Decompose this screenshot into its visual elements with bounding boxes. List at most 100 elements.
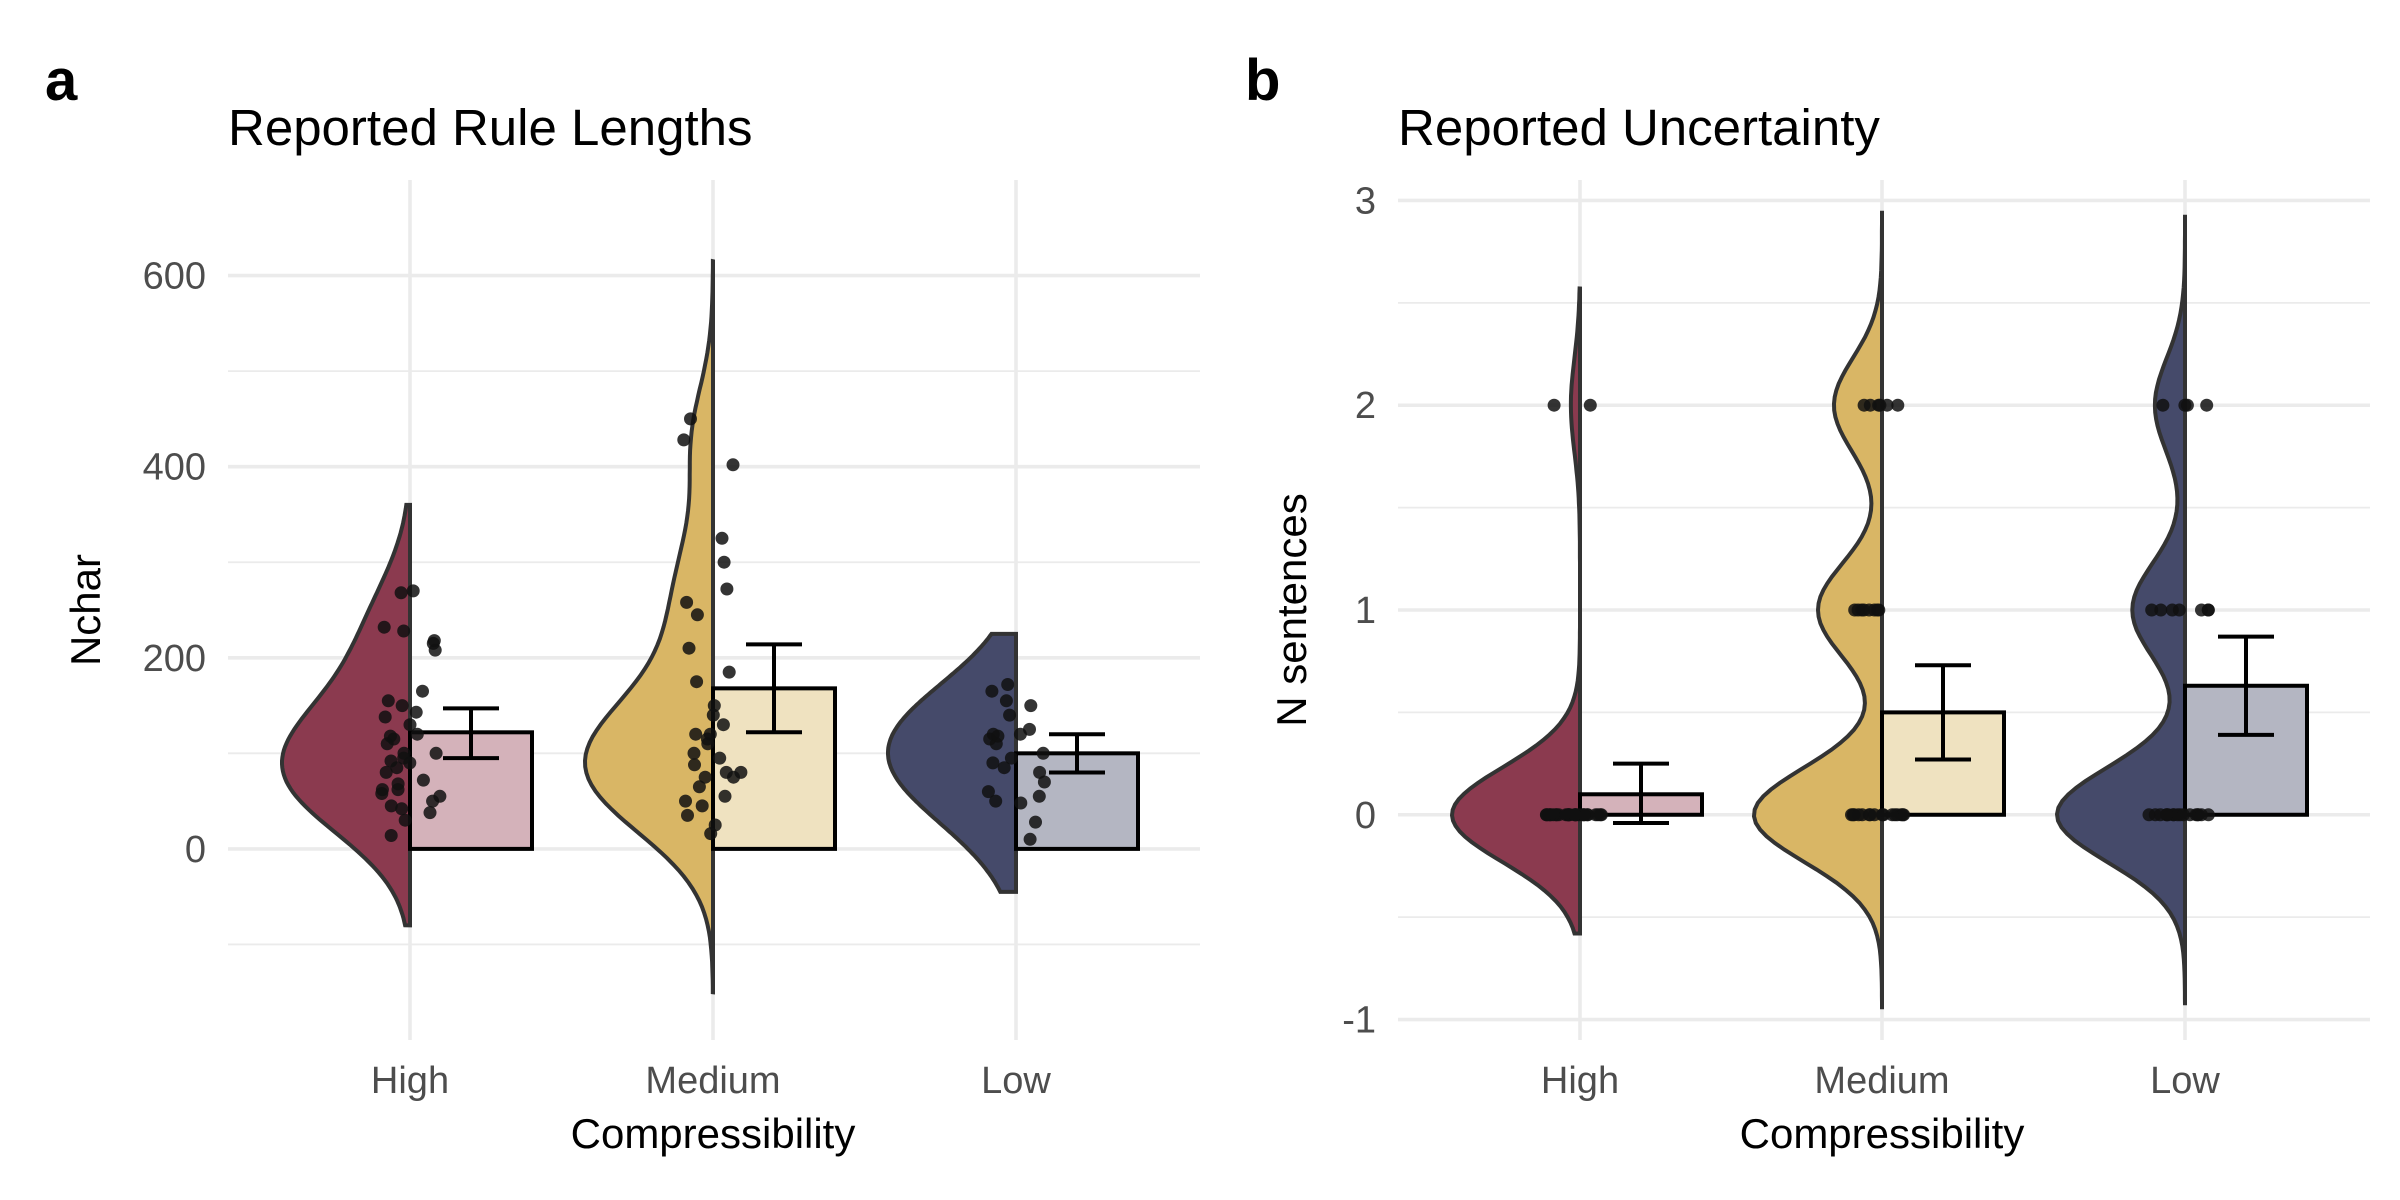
y-tick-label: 0 — [1355, 795, 1376, 837]
data-point — [428, 643, 442, 657]
panel-b: -1 0 1 2 3 High Medium Low Compressibility N sent… — [1245, 48, 2370, 1157]
data-point — [2165, 603, 2179, 617]
data-point — [398, 813, 412, 827]
error-bar-low — [2218, 634, 2274, 737]
data-point — [999, 694, 1013, 708]
data-point — [406, 584, 420, 598]
data-point — [1568, 808, 1582, 822]
x-tick-label: High — [371, 1060, 449, 1102]
data-point — [416, 684, 429, 698]
data-point — [381, 694, 395, 708]
data-point — [700, 732, 714, 746]
data-point — [1851, 603, 1865, 617]
data-point — [679, 794, 692, 808]
data-point — [1863, 808, 1877, 822]
y-axis-title: N sentences — [1268, 493, 1315, 726]
data-point — [1862, 603, 1876, 617]
panel-letter: b — [1245, 48, 1280, 113]
data-point — [985, 684, 999, 698]
data-point — [2145, 603, 2159, 617]
data-point — [715, 531, 729, 545]
x-tick-label: Medium — [1814, 1060, 1949, 1102]
points-low — [2142, 398, 2215, 822]
data-point — [690, 675, 704, 689]
data-point — [377, 620, 391, 634]
data-point — [986, 756, 1000, 770]
data-point — [410, 727, 424, 741]
data-point — [2178, 398, 2192, 412]
error-bar-high — [443, 706, 499, 761]
data-point — [416, 773, 430, 787]
x-tick-label: Low — [981, 1060, 1051, 1102]
points-medium — [1845, 398, 1911, 822]
data-point — [384, 799, 398, 813]
data-point — [690, 608, 704, 622]
data-point — [698, 770, 712, 784]
data-point — [720, 582, 734, 596]
violin-low — [2054, 214, 2187, 1006]
data-point — [1014, 796, 1028, 810]
data-point — [1885, 808, 1899, 822]
data-point — [375, 783, 389, 797]
error-bar-high — [1613, 761, 1669, 825]
data-point — [397, 746, 411, 760]
data-point — [1872, 398, 1886, 412]
data-point — [403, 718, 417, 732]
data-point — [981, 785, 995, 799]
violin-medium — [582, 258, 715, 995]
data-point — [1033, 765, 1047, 779]
data-point — [704, 827, 718, 841]
data-point — [2194, 808, 2208, 822]
y-tick-label: -1 — [1342, 1000, 1376, 1042]
data-point — [695, 799, 709, 813]
y-tick-label: 3 — [1355, 180, 1376, 222]
data-point — [734, 765, 748, 779]
error-bar-medium — [746, 642, 802, 735]
data-point — [384, 829, 398, 842]
data-point — [383, 729, 397, 743]
data-point — [427, 634, 441, 648]
data-point — [379, 765, 393, 779]
x-tick-label: High — [1541, 1060, 1619, 1102]
x-axis-title: Compressibility — [1740, 1110, 2025, 1157]
data-point — [989, 794, 1003, 808]
data-point — [1004, 751, 1018, 765]
data-point — [1577, 808, 1591, 822]
data-point — [1891, 398, 1905, 412]
data-point — [391, 783, 405, 797]
data-point — [429, 746, 443, 760]
data-point — [397, 624, 411, 638]
data-point — [409, 705, 423, 719]
points-high — [1539, 398, 1608, 822]
y-tick-label: 600 — [143, 256, 206, 298]
data-point — [689, 727, 703, 741]
violin-low — [886, 631, 1018, 894]
data-point — [395, 699, 409, 713]
data-point — [677, 433, 691, 447]
data-point — [1539, 808, 1553, 822]
data-point — [394, 586, 408, 600]
data-point — [1013, 727, 1027, 741]
points-medium — [677, 412, 748, 841]
data-point — [2156, 398, 2170, 412]
data-point — [692, 780, 706, 794]
data-point — [718, 789, 732, 803]
data-point — [1852, 808, 1866, 822]
violin-high — [280, 502, 412, 928]
points-high — [375, 584, 447, 842]
data-point — [390, 761, 404, 775]
data-point — [1029, 815, 1042, 829]
y-tick-label: 2 — [1355, 385, 1376, 427]
data-point — [997, 761, 1011, 775]
y-tick-label: 0 — [185, 829, 206, 871]
panel-title: Reported Uncertainty — [1398, 99, 1880, 156]
data-point — [706, 708, 720, 722]
data-point — [403, 756, 417, 770]
data-point — [2148, 808, 2162, 822]
data-point — [433, 789, 447, 803]
data-point — [1857, 398, 1871, 412]
data-point — [1037, 775, 1051, 789]
data-point — [717, 555, 731, 569]
data-point — [1024, 699, 1038, 713]
data-point — [716, 718, 730, 732]
